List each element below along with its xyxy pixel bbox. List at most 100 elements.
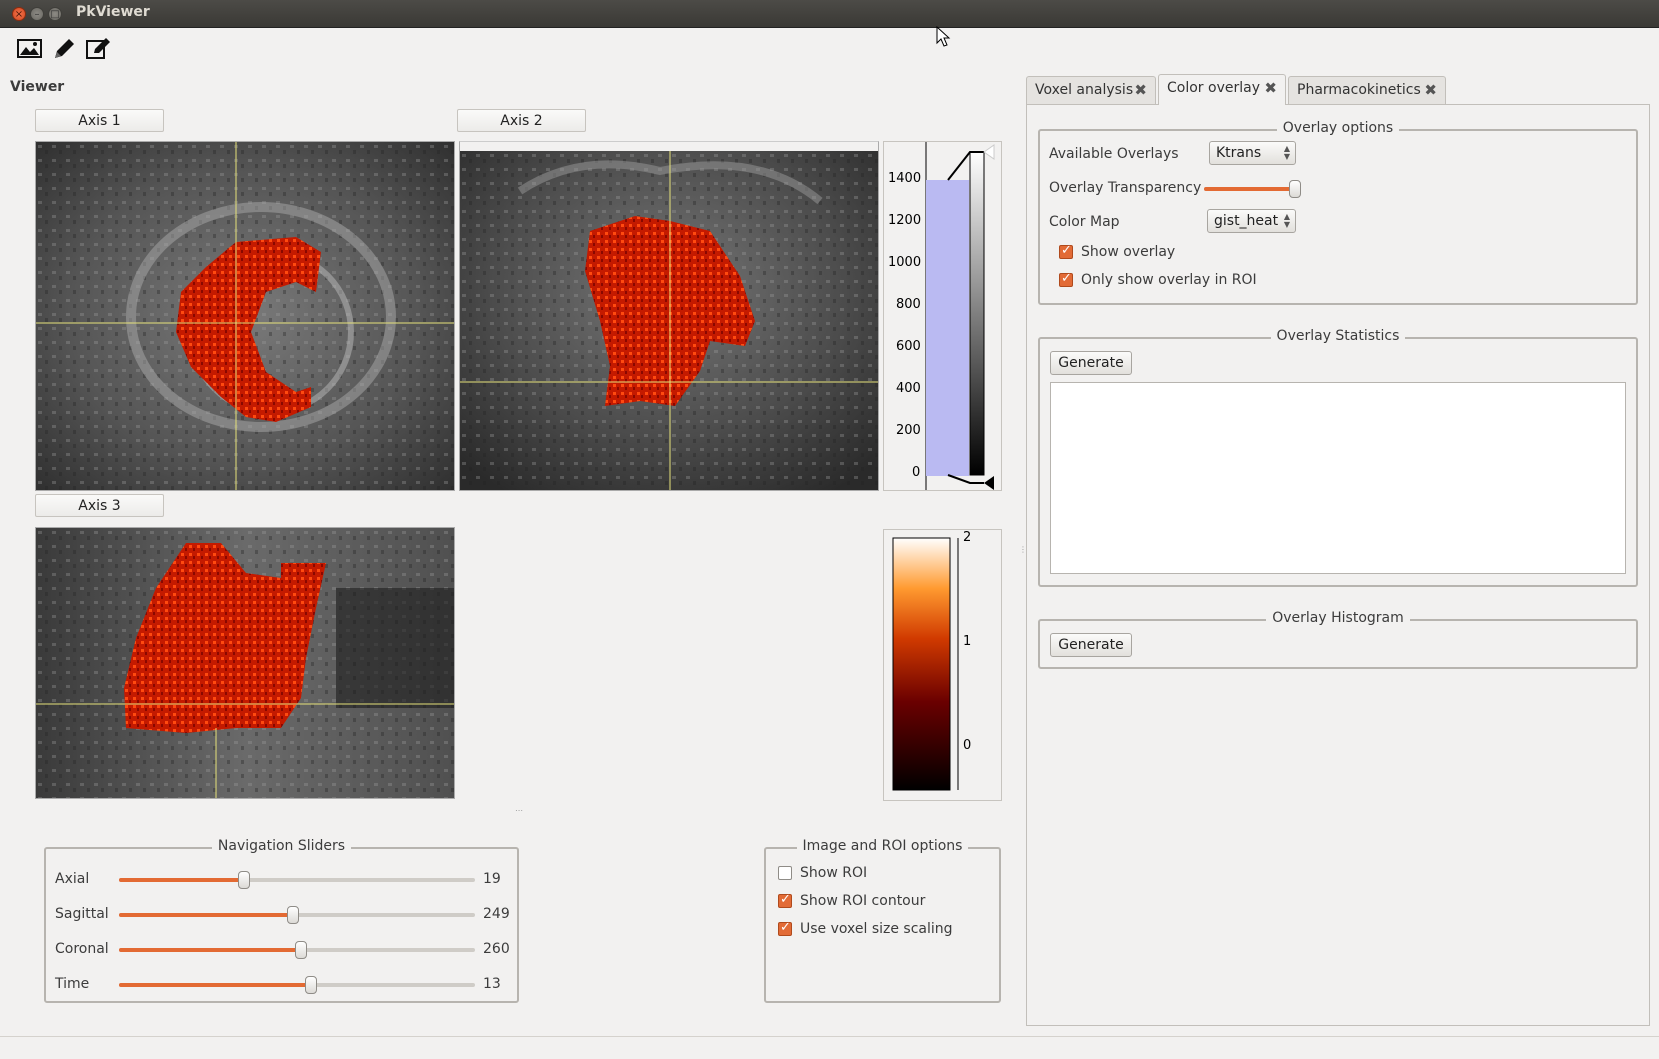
slider-value: 260 [483,941,510,957]
tab-color-overlay[interactable]: Color overlay ✖ [1158,74,1286,105]
spin-arrows-icon: ▲ ▼ [1283,144,1290,161]
colorbar-tick: 0 [963,738,972,753]
title-bar: × – □ PkViewer [0,0,1659,28]
slider-sagittal[interactable] [119,906,475,924]
tab-label: Pharmacokinetics [1297,82,1421,98]
image-icon [17,39,42,58]
colorbar-tick: 1 [963,634,972,649]
slider-value: 13 [483,976,501,992]
axis-3-label: Axis 3 [35,494,164,517]
slider-handle[interactable] [287,906,300,924]
slider-fill [119,948,301,952]
slider-label-coronal: Coronal [55,941,109,957]
spin-arrows-icon: ▲ ▼ [1283,212,1290,229]
slider-fill [1204,187,1295,191]
hist-tick: 600 [896,339,921,354]
image-roi-options-group: Image and ROI options Show ROI Show ROI c… [764,838,1001,1003]
hist-tick: 0 [912,465,921,480]
axis-3-view[interactable] [35,527,455,799]
group-title: Overlay options [1276,120,1400,136]
tab-label: Color overlay [1167,80,1260,96]
hist-tick: 1000 [888,255,922,270]
splitter-handle[interactable]: ⋮ [1019,545,1027,554]
slider-value: 19 [483,871,501,887]
viewer-label: Viewer [10,79,65,95]
show-overlay-checkbox[interactable] [1059,243,1073,259]
splitter-handle[interactable]: ⋯ [515,806,523,815]
axis-2-label: Axis 2 [457,109,586,132]
slider-handle[interactable] [294,941,307,959]
status-bar [0,1036,1659,1059]
slider-time[interactable] [119,976,475,994]
slider-handle[interactable] [305,976,318,994]
group-title: Overlay Statistics [1270,328,1406,344]
slider-handle[interactable] [1289,180,1301,198]
overlay-histogram-group: Overlay Histogram Generate [1038,610,1638,669]
overlay-transparency-slider[interactable] [1204,180,1301,198]
intensity-histogram-widget[interactable]: 1400 1200 1000 800 600 400 200 0 [883,141,1002,491]
edit-icon [86,38,110,59]
roi-option-label: Show ROI [800,865,868,881]
slider-fill [119,878,244,882]
color-map-value: gist_heat [1214,213,1279,229]
mouse-cursor-icon [936,26,951,47]
hist-tick: 200 [896,423,921,438]
roi-option-checkbox[interactable] [778,892,792,908]
axis-1-label: Axis 1 [35,109,164,132]
available-overlays-select[interactable]: Ktrans ▲ ▼ [1209,141,1296,165]
only-roi-checkbox[interactable] [1059,271,1073,287]
roi-option-checkbox[interactable] [778,920,792,936]
draw-roi-button[interactable] [49,34,79,62]
roi-option-label: Use voxel size scaling [800,921,953,937]
pencil-icon [55,39,74,58]
overlay-colorbar: 2 1 0 [883,529,1002,801]
close-tab-icon[interactable]: ✖ [1424,81,1437,99]
only-roi-label: Only show overlay in ROI [1081,272,1257,288]
available-overlays-label: Available Overlays [1049,146,1179,162]
colorbar-tick: 2 [963,530,972,545]
slider-label-sagittal: Sagittal [55,906,109,922]
overlay-transparency-label: Overlay Transparency [1049,180,1202,196]
slider-fill [119,983,312,987]
hist-tick: 400 [896,381,921,396]
color-map-label: Color Map [1049,214,1120,230]
color-overlay-pane: Overlay options Available Overlays Ktran… [1026,104,1650,1026]
group-title: Overlay Histogram [1266,610,1410,626]
group-title: Navigation Sliders [211,838,352,854]
edit-roi-button[interactable] [84,34,114,62]
window-title: PkViewer [76,4,150,20]
group-title: Image and ROI options [796,838,969,854]
hist-tick: 800 [896,297,921,312]
slider-coronal[interactable] [119,941,475,959]
slider-fill [119,913,294,917]
slider-handle[interactable] [237,871,250,889]
hist-tick: 1400 [888,171,922,186]
show-overlay-label: Show overlay [1081,244,1176,260]
generate-histogram-button[interactable]: Generate [1050,633,1132,657]
window-maximize-button[interactable]: □ [48,7,62,21]
tab-label: Voxel analysis [1035,82,1134,98]
slider-axial[interactable] [119,871,475,889]
load-image-button[interactable] [15,34,45,62]
roi-option-checkbox[interactable] [778,866,792,880]
close-tab-icon[interactable]: ✖ [1264,79,1277,97]
slider-label-axial: Axial [55,871,90,887]
hist-tick: 1200 [888,213,922,228]
roi-option-label: Show ROI contour [800,893,926,909]
tab-voxel-analysis[interactable]: Voxel analysis ✖ [1026,76,1156,104]
statistics-output[interactable] [1050,382,1626,574]
color-map-select[interactable]: gist_heat ▲ ▼ [1207,209,1296,233]
window-minimize-button[interactable]: – [30,7,44,21]
navigation-sliders-group: Navigation Sliders Axial 19 Sagittal 249 Cor… [44,838,519,1003]
tab-pharmacokinetics[interactable]: Pharmacokinetics ✖ [1288,76,1446,104]
axis-1-view[interactable] [35,141,455,491]
axis-2-view[interactable] [459,141,879,491]
window-close-button[interactable]: × [12,7,26,21]
slider-label-time: Time [55,976,90,992]
slider-value: 249 [483,906,510,922]
available-overlays-value: Ktrans [1216,145,1262,161]
generate-statistics-button[interactable]: Generate [1050,351,1132,375]
overlay-statistics-group: Overlay Statistics Generate [1038,328,1638,587]
close-tab-icon[interactable]: ✖ [1134,81,1147,99]
overlay-options-group: Overlay options Available Overlays Ktran… [1038,120,1638,305]
